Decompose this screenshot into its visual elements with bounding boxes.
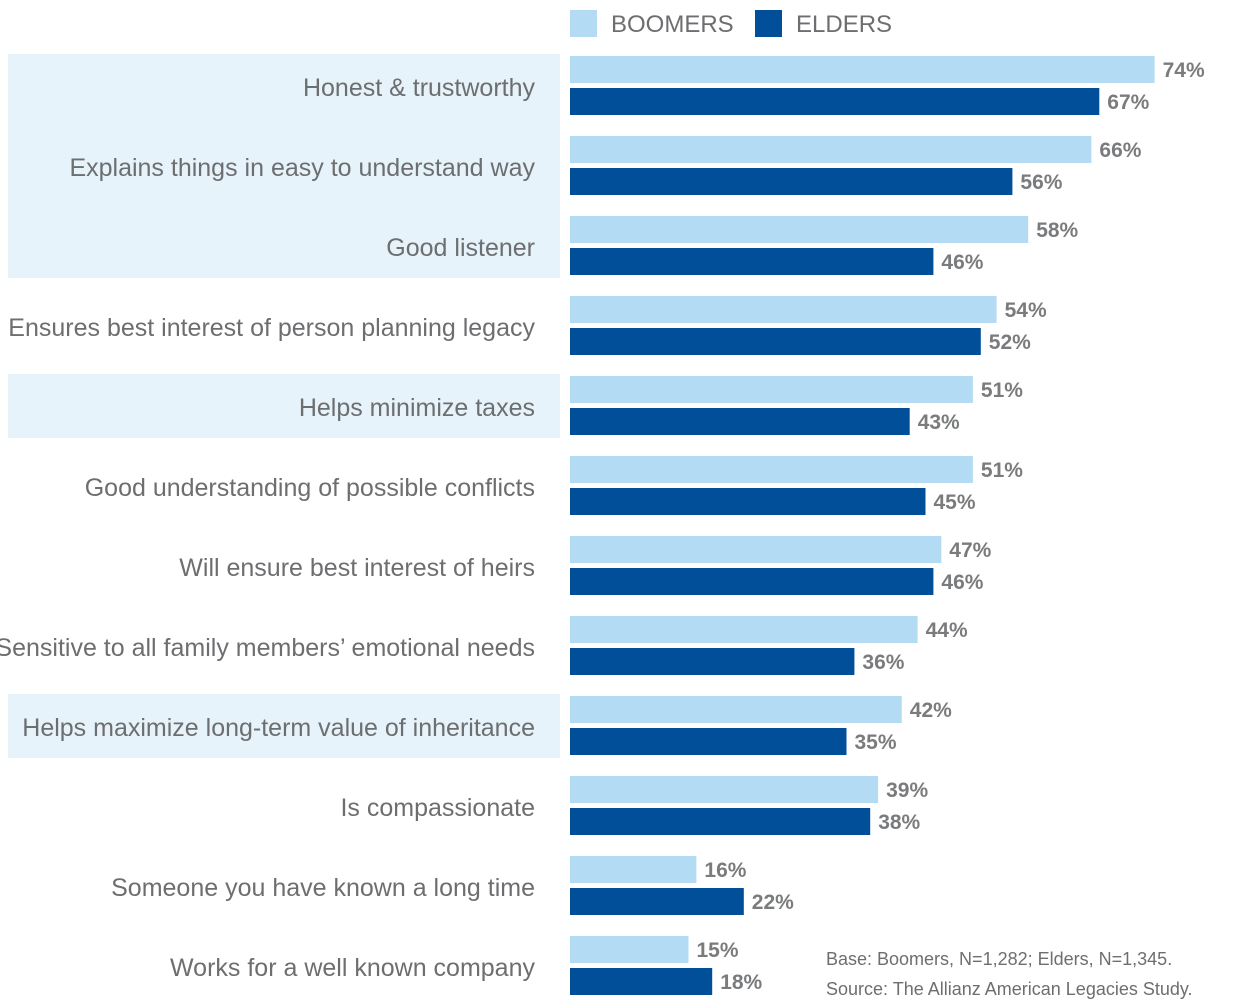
bar-boomers: [570, 616, 918, 643]
category-label: Works for a well known company: [170, 954, 535, 982]
value-label-elders: 52%: [989, 331, 1031, 354]
bar-elders: [570, 888, 744, 915]
category-label: Helps maximize long-term value of inheri…: [22, 714, 535, 742]
value-label-elders: 22%: [752, 891, 794, 914]
bar-elders: [570, 968, 713, 995]
value-label-boomers: 44%: [926, 619, 968, 642]
highlight-band: [8, 374, 560, 438]
value-label-boomers: 58%: [1036, 219, 1078, 242]
value-label-boomers: 51%: [981, 379, 1023, 402]
value-label-boomers: 15%: [697, 939, 739, 962]
bar-elders: [570, 88, 1100, 115]
bar-elders: [570, 728, 847, 755]
bar-elders: [570, 408, 910, 435]
bar-elders: [570, 328, 981, 355]
value-label-boomers: 39%: [886, 779, 928, 802]
base-note: Base: Boomers, N=1,282; Elders, N=1,345.: [826, 949, 1172, 969]
bar-boomers: [570, 376, 973, 403]
bar-boomers: [570, 136, 1092, 163]
category-label: Helps minimize taxes: [299, 394, 535, 422]
value-label-elders: 43%: [918, 411, 960, 434]
legend: BOOMERS ELDERS: [570, 10, 892, 38]
value-label-elders: 38%: [878, 811, 920, 834]
value-label-boomers: 16%: [704, 859, 746, 882]
bar-boomers: [570, 56, 1155, 83]
category-label: Good understanding of possible conflicts: [85, 474, 535, 502]
bar-boomers: [570, 456, 973, 483]
value-label-elders: 67%: [1107, 91, 1149, 114]
category-label: Sensitive to all family members’ emotion…: [0, 634, 535, 662]
value-label-boomers: 47%: [949, 539, 991, 562]
bar-boomers: [570, 296, 997, 323]
value-label-elders: 35%: [855, 731, 897, 754]
highlight-band: [8, 694, 560, 758]
category-label: Someone you have known a long time: [111, 874, 535, 902]
value-label-elders: 56%: [1020, 171, 1062, 194]
value-label-elders: 18%: [720, 971, 762, 994]
value-label-elders: 46%: [941, 571, 983, 594]
category-label: Explains things in easy to understand wa…: [69, 154, 535, 182]
legend-label-elders: ELDERS: [796, 11, 892, 38]
value-label-boomers: 51%: [981, 459, 1023, 482]
bar-boomers: [570, 216, 1029, 243]
category-label: Good listener: [386, 234, 535, 262]
bar-rows: Honest & trustworthy 74% 67% Explains thing…: [0, 56, 1205, 995]
value-label-boomers: 54%: [1005, 299, 1047, 322]
bar-elders: [570, 248, 934, 275]
bar-elders: [570, 488, 926, 515]
bar-elders: [570, 168, 1013, 195]
value-label-boomers: 74%: [1163, 59, 1205, 82]
category-label: Honest & trustworthy: [303, 74, 536, 102]
highlight-band: [8, 54, 560, 278]
category-label: Will ensure best interest of heirs: [179, 554, 535, 582]
bar-boomers: [570, 856, 697, 883]
bar-boomers: [570, 696, 902, 723]
legend-swatch-boomers: [570, 10, 597, 37]
bar-elders: [570, 648, 855, 675]
bar-elders: [570, 808, 871, 835]
highlight-bands: [8, 54, 560, 758]
value-label-boomers: 66%: [1099, 139, 1141, 162]
category-label: Is compassionate: [340, 794, 535, 822]
value-label-elders: 45%: [934, 491, 976, 514]
value-label-boomers: 42%: [910, 699, 952, 722]
legend-swatch-elders: [755, 10, 782, 37]
value-label-elders: 46%: [941, 251, 983, 274]
notes: Base: Boomers, N=1,282; Elders, N=1,345.…: [826, 949, 1193, 999]
source-note: Source: The Allianz American Legacies St…: [826, 979, 1193, 999]
bar-elders: [570, 568, 934, 595]
value-label-elders: 36%: [862, 651, 904, 674]
legend-label-boomers: BOOMERS: [611, 11, 734, 38]
category-label: Ensures best interest of person planning…: [8, 314, 535, 342]
bar-boomers: [570, 536, 942, 563]
bar-boomers: [570, 776, 879, 803]
bar-boomers: [570, 936, 689, 963]
